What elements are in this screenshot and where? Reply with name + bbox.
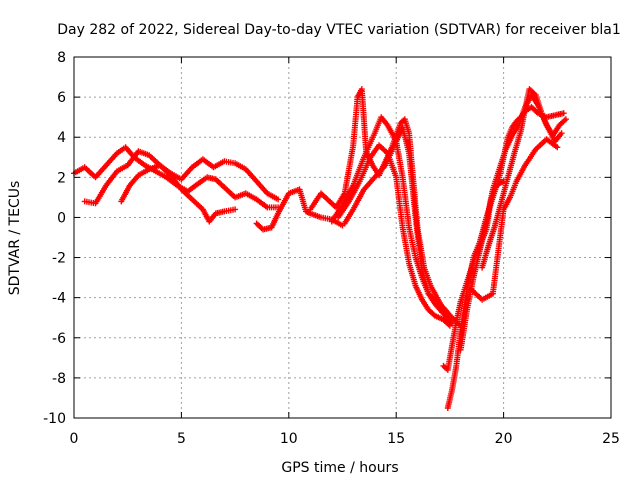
chart-title: Day 282 of 2022, Sidereal Day-to-day VTE… (57, 22, 620, 38)
y-tick-label: -2 (52, 251, 66, 267)
series-track-13 (468, 136, 561, 303)
y-axis-label: SDTVAR / TECUs (7, 181, 23, 296)
data-point (232, 206, 239, 213)
data-point (275, 196, 282, 203)
y-tick-label: -4 (52, 291, 66, 307)
x-tick-label: 10 (280, 431, 298, 447)
data-point (558, 130, 565, 137)
y-tick-label: 6 (57, 90, 66, 106)
series-track-7 (335, 142, 453, 329)
x-tick-label: 25 (602, 431, 620, 447)
y-tick-label: -8 (52, 371, 66, 387)
data-points (71, 86, 569, 411)
series-track-12 (479, 86, 565, 271)
series-track-8 (341, 124, 455, 327)
y-tick-label: 8 (57, 50, 66, 66)
y-tick-label: -6 (52, 331, 66, 347)
x-tick-label: 20 (495, 431, 513, 447)
x-axis-label: GPS time / hours (281, 460, 398, 476)
series-track-1 (71, 144, 282, 211)
y-tick-label: -10 (43, 411, 66, 427)
x-tick-label: 0 (70, 431, 79, 447)
x-tick-label: 15 (387, 431, 405, 447)
data-point (554, 144, 561, 151)
data-point (562, 116, 569, 123)
x-tick-label: 5 (177, 431, 186, 447)
series-track-6 (328, 114, 464, 329)
series-track-3 (118, 156, 282, 205)
plot-frame (73, 56, 612, 419)
y-tick-label: 2 (57, 170, 66, 186)
y-tick-label: 4 (57, 130, 66, 146)
series-track-2 (81, 148, 239, 225)
y-tick-label: 0 (57, 210, 66, 226)
data-point (560, 110, 567, 117)
gridlines (74, 57, 611, 418)
